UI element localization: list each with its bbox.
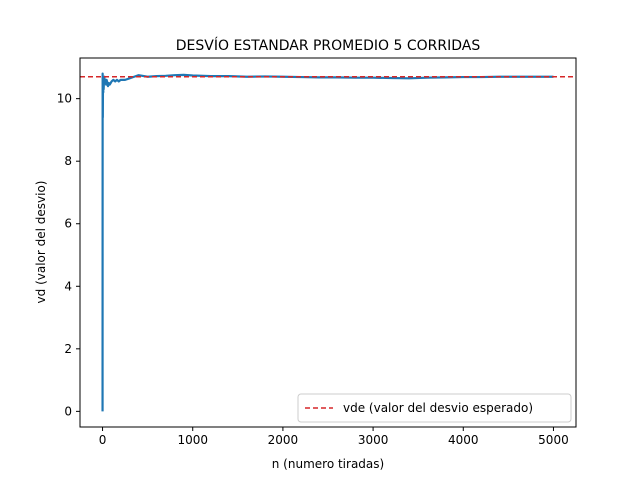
axes: 0 1000 2000 3000 4000 5000 0 2 4 6 8 10 xyxy=(57,57,577,447)
y-tick-label: 4 xyxy=(64,279,72,293)
x-axis-label: n (numero tiradas) xyxy=(272,457,384,471)
y-tick-label: 10 xyxy=(57,92,72,106)
x-tick-label: 0 xyxy=(99,433,107,447)
plot-frame xyxy=(79,57,577,428)
chart-title: DESVÍO ESTANDAR PROMEDIO 5 CORRIDAS xyxy=(176,37,481,54)
legend-label-expected: vde (valor del desvio esperado) xyxy=(343,401,533,415)
y-axis-label: vd (valor del desvio) xyxy=(34,181,48,304)
x-tick-label: 4000 xyxy=(448,433,479,447)
series-group xyxy=(80,72,576,412)
y-tick-label: 8 xyxy=(64,154,72,168)
series-line-vd xyxy=(101,72,554,412)
x-tick-label: 2000 xyxy=(268,433,299,447)
y-tick-label: 0 xyxy=(64,404,72,418)
y-tick-label: 2 xyxy=(64,342,72,356)
x-tick-label: 1000 xyxy=(177,433,208,447)
legend: vde (valor del desvio esperado) xyxy=(297,393,572,423)
legend-frame xyxy=(297,393,572,423)
y-tick-label: 6 xyxy=(64,217,72,231)
x-tick-label: 5000 xyxy=(538,433,569,447)
plot-area xyxy=(80,72,576,412)
x-tick-label: 3000 xyxy=(358,433,389,447)
